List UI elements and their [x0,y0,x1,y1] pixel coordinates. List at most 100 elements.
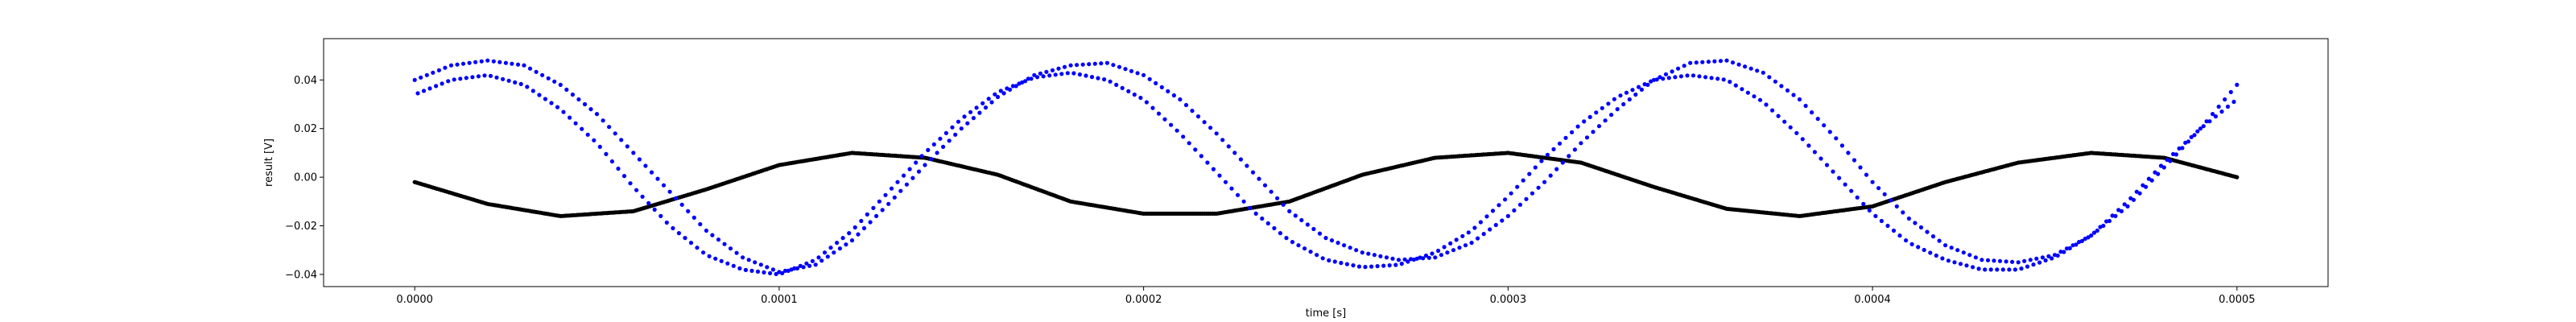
data-point-blue [1466,230,1471,235]
data-point-blue [1481,232,1486,237]
data-point-blue [1639,87,1644,92]
data-point-blue [856,232,861,237]
data-point-blue [1782,119,1787,124]
data-point-blue [1166,89,1170,93]
data-point-blue [1272,225,1277,231]
data-point-blue [518,81,523,86]
data-point-blue [1964,263,1969,268]
data-point-blue [2189,134,2194,139]
data-point-blue [1612,97,1616,101]
data-point-blue [1521,178,1525,183]
data-point-blue [840,236,845,241]
data-point-blue [1087,62,1092,67]
data-point-blue [1834,136,1839,141]
data-point-blue [609,159,615,164]
data-point-blue [704,228,709,233]
data-point-blue [837,246,842,251]
data-point-blue [1882,192,1887,196]
data-point-blue [1154,80,1158,85]
data-point-blue [902,173,906,178]
data-point-blue [2010,259,2015,264]
data-point-blue [1967,253,1972,258]
data-point-blue [1205,160,1210,165]
data-point-blue [877,199,881,204]
data-point-blue [1779,84,1784,89]
x-axis-label: time [s] [1306,308,1346,320]
data-point-blue [1837,175,1842,180]
data-point-blue [543,97,548,101]
data-point-blue [716,237,721,242]
data-point-blue [1360,250,1364,255]
data-point-blue [1885,223,1890,229]
data-point-blue [1767,75,1772,80]
data-point-blue [1478,220,1483,225]
data-point-blue [1958,262,1963,266]
data-point-blue [625,144,630,149]
data-point-blue [485,58,490,63]
data-point-blue [1059,72,1064,76]
data-point-blue [1317,231,1323,236]
data-point-blue [513,80,518,85]
data-point-blue [1253,211,1258,216]
data-point-blue [482,73,487,78]
data-point-blue [847,231,852,236]
data-point-blue [768,270,773,275]
data-point-blue [1517,202,1523,207]
data-point-blue [1748,66,1753,71]
data-point-blue [1512,208,1517,213]
data-point-blue [2228,89,2233,94]
data-point-blue [436,68,442,72]
data-point-blue [1560,160,1565,165]
data-point-blue [1894,204,1899,208]
data-point-blue [491,59,496,64]
data-point-blue [1430,251,1435,256]
data-point-blue [2131,197,2136,202]
data-point-blue [1150,105,1155,110]
data-point-blue [926,147,931,152]
data-point-blue [2223,97,2227,102]
data-point-blue [434,84,439,89]
data-point-blue [1053,72,1058,77]
data-point-blue [1539,159,1544,163]
data-point-blue [1600,105,1604,110]
data-point-blue [1596,124,1602,129]
data-point-blue [1673,75,1678,80]
data-point-blue [1278,231,1282,236]
y-tick-label: 0.02 [294,123,317,135]
data-point-blue [1855,195,1860,200]
data-point-blue [1676,66,1681,71]
data-point-blue [1940,256,1945,261]
data-point-blue [819,258,824,263]
data-point-blue [1803,103,1808,109]
data-point-blue [2086,235,2091,240]
data-point-blue [1445,250,1450,255]
data-point-blue [2022,258,2027,263]
data-point-blue [1582,119,1587,124]
data-point-blue [1645,82,1650,87]
data-point-blue [755,269,761,274]
data-point-blue [916,169,922,174]
data-point-blue [643,163,648,168]
data-point-blue [2177,146,2182,151]
y-tick-label: −0.04 [285,269,317,281]
data-point-blue [1542,180,1547,184]
data-point-blue [1372,253,1377,258]
x-tick-label: 0.0004 [1854,294,1891,306]
data-point-blue [664,220,669,225]
data-point-blue [1265,221,1270,226]
data-point-blue [1132,92,1137,97]
data-point-blue [746,258,751,262]
data-point-blue [412,77,417,82]
data-point-blue [476,74,481,79]
data-point-blue [719,258,724,263]
data-point-blue [774,271,778,276]
x-tick-label: 0.0002 [1125,294,1162,306]
data-point-blue [1545,152,1550,157]
data-point-blue [1469,241,1474,246]
data-point-blue [2050,256,2054,261]
data-point-blue [753,260,758,265]
data-point-blue [1199,154,1203,159]
data-point-blue [731,263,736,268]
data-point-blue [479,59,484,64]
data-point-blue [1488,227,1492,232]
